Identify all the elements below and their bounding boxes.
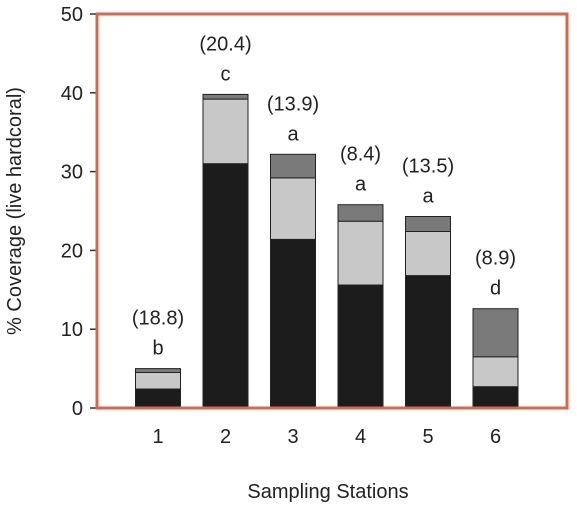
x-tick-label: 6 — [490, 426, 501, 448]
bar-station-1-segment-1 — [135, 388, 181, 409]
annotation-value: (20.4) — [199, 33, 251, 55]
bar-station-4-segment-1 — [337, 284, 384, 409]
annotation-letter: c — [221, 63, 231, 85]
bar-station-3-segment-1 — [270, 238, 316, 409]
y-tick-label: 20 — [61, 240, 83, 262]
plot-frame — [95, 12, 569, 410]
bar-station-1-segment-2 — [135, 372, 181, 390]
x-tick-label: 4 — [355, 426, 366, 448]
axes-layer: 0 10 20 30 40 50 1 2 3 4 5 6 — [61, 4, 501, 448]
annotation-value: (13.5) — [402, 156, 454, 178]
annotation-value: (13.9) — [267, 93, 319, 115]
annotations-layer: (18.8) b (20.4) c (13.9) a (8.4) a (13.5) a (8.9) d — [132, 33, 516, 359]
bar-station-4-segment-3 — [337, 204, 384, 222]
annotation-value: (8.4) — [340, 144, 381, 166]
bars-layer — [135, 93, 519, 409]
annotation-value: (18.8) — [132, 308, 184, 330]
y-axis-title: % Coverage (live hardcoral) — [4, 87, 26, 335]
annotation-letter: d — [490, 278, 501, 300]
bar-station-5-segment-1 — [405, 275, 451, 409]
bar-station-3-segment-3 — [270, 153, 316, 179]
annotation-letter: b — [152, 338, 163, 360]
x-tick-label: 2 — [220, 426, 231, 448]
bar-station-3-segment-2 — [270, 177, 316, 240]
bar-station-5-segment-2 — [405, 231, 451, 277]
bar-station-2-segment-2 — [202, 98, 249, 165]
y-tick-label: 10 — [61, 319, 83, 341]
y-tick-label: 40 — [61, 83, 83, 105]
annotation-value: (8.9) — [475, 248, 516, 270]
bar-station-2-segment-3 — [202, 93, 249, 100]
annotation-letter: a — [422, 186, 434, 208]
bar-station-1-segment-3 — [135, 368, 181, 374]
bar-station-6-segment-3 — [472, 308, 519, 358]
annotation-letter: a — [287, 123, 299, 145]
x-tick-label: 3 — [287, 426, 298, 448]
bar-station-6-segment-1 — [472, 386, 519, 409]
x-tick-label: 5 — [422, 426, 433, 448]
x-axis-title: Sampling Stations — [247, 481, 408, 503]
y-tick-label: 50 — [61, 4, 83, 26]
bar-station-5-segment-3 — [405, 216, 451, 232]
bar-station-4-segment-2 — [337, 220, 384, 286]
x-tick-label: 1 — [152, 426, 163, 448]
y-tick-label: 30 — [61, 162, 83, 184]
y-tick-label: 0 — [72, 398, 83, 420]
bar-station-2-segment-1 — [202, 163, 249, 409]
annotation-letter: a — [355, 174, 367, 196]
bar-station-6-segment-2 — [472, 356, 519, 388]
